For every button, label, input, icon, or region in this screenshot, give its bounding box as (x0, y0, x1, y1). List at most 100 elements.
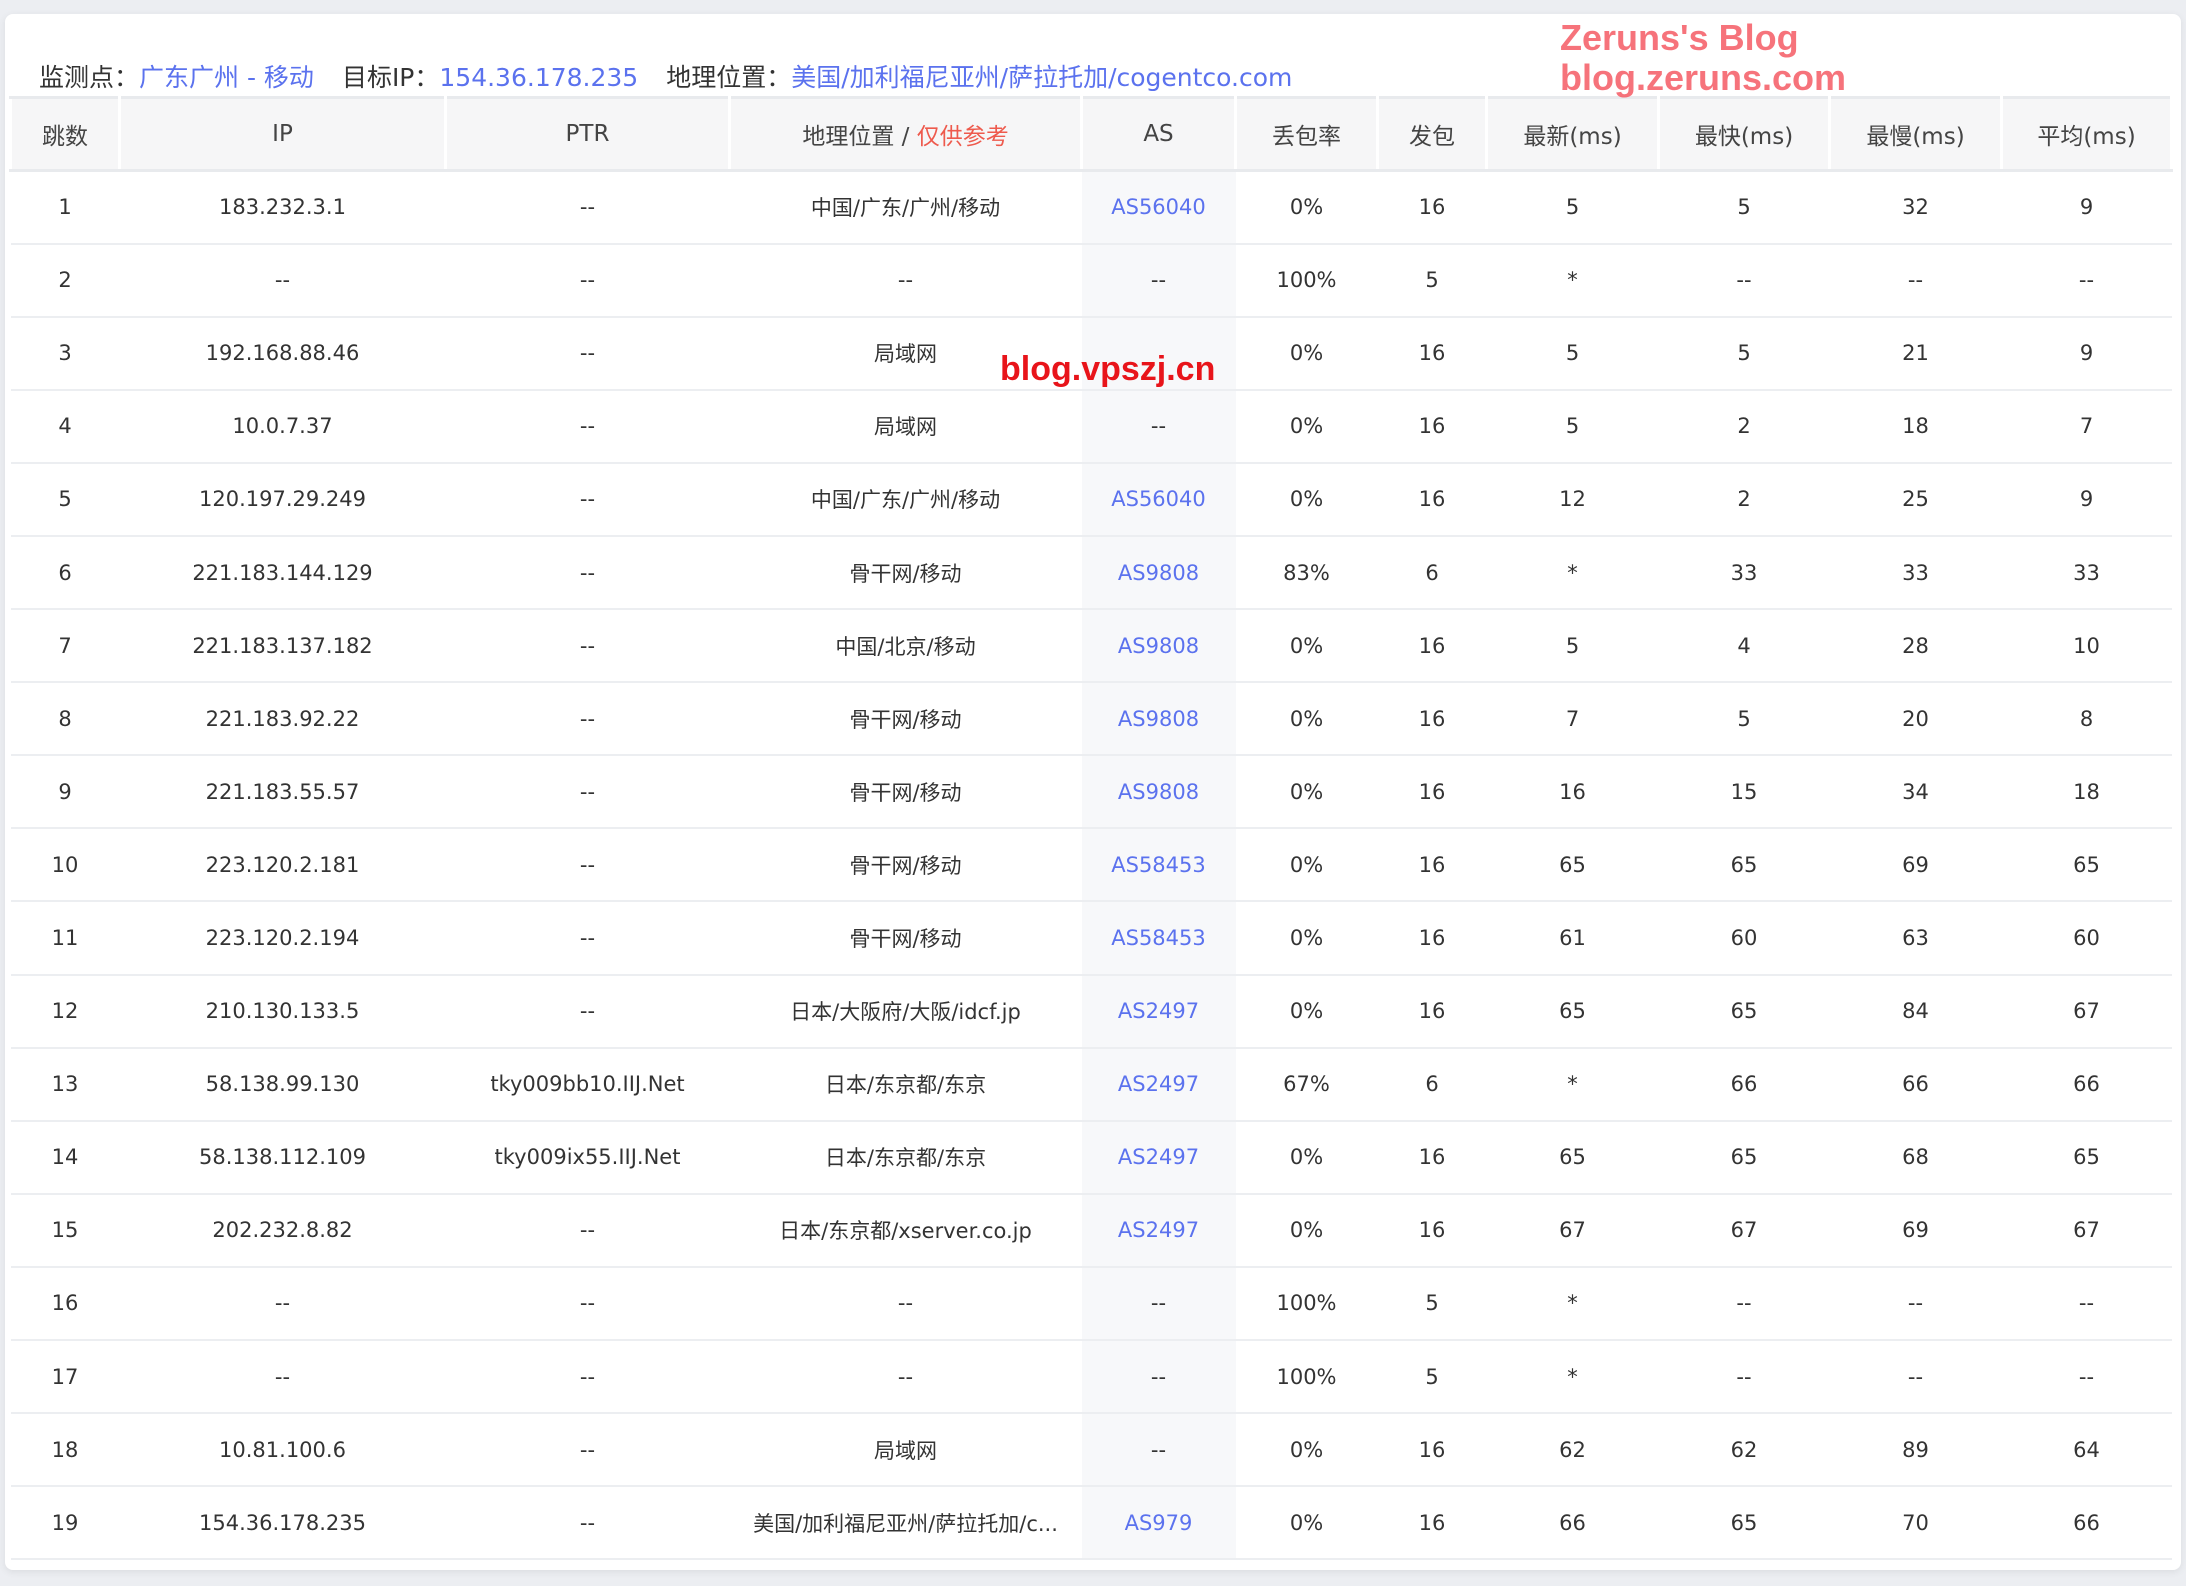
cell-hop: 7 (10, 609, 120, 684)
cell-hop: 4 (10, 389, 120, 464)
cell-avg: 8 (2001, 682, 2172, 757)
cell-as[interactable]: AS2497 (1081, 1193, 1236, 1268)
cell-geo: 骨干网/移动 (729, 828, 1082, 903)
cell-ptr: tky009bb10.IIJ.Net (445, 1047, 730, 1122)
col-worst: 最慢(ms) (1828, 96, 2003, 172)
cell-loss: 0% (1235, 316, 1378, 391)
cell-worst: 68 (1829, 1120, 2002, 1195)
cell-last: 61 (1486, 901, 1659, 976)
table-row: 8 221.183.92.22 -- 骨干网/移动 AS9808 0% 16 7 5 20 8 (10, 682, 2172, 757)
cell-geo: 中国/广东/广州/移动 (729, 462, 1082, 537)
cell-as[interactable]: AS9808 (1081, 755, 1236, 830)
cell-last: 5 (1486, 316, 1659, 391)
cell-sent: 16 (1377, 1193, 1487, 1268)
cell-ptr: -- (445, 170, 730, 245)
cell-as: -- (1081, 1413, 1236, 1488)
cell-as[interactable]: AS9808 (1081, 535, 1236, 611)
cell-avg: 66 (2001, 1486, 2172, 1561)
table-row: 18 10.81.100.6 -- 局域网 -- 0% 16 62 62 89 64 (10, 1413, 2172, 1488)
cell-geo: 美国/加利福尼亚州/萨拉托加/c... (729, 1486, 1082, 1561)
probe-value: 广东广州 - 移动 (139, 63, 314, 92)
cell-worst: -- (1829, 1266, 2002, 1342)
cell-last: * (1486, 1266, 1659, 1342)
cell-as[interactable]: AS979 (1081, 1486, 1236, 1561)
cell-last: 16 (1486, 755, 1659, 830)
table-row: 14 58.138.112.109 tky009ix55.IIJ.Net 日本/东京都… (10, 1120, 2172, 1195)
cell-ptr: -- (445, 755, 730, 830)
col-ptr: PTR (444, 96, 731, 172)
cell-best: -- (1658, 1266, 1830, 1342)
cell-loss: 0% (1235, 682, 1378, 757)
cell-best: 5 (1658, 682, 1830, 757)
cell-best: 5 (1658, 316, 1830, 391)
cell-as[interactable]: AS2497 (1081, 1047, 1236, 1122)
cell-avg: 65 (2001, 1120, 2172, 1195)
cell-as[interactable]: AS58453 (1081, 901, 1236, 976)
cell-ip: 10.81.100.6 (119, 1413, 446, 1488)
cell-sent: 5 (1377, 243, 1487, 318)
geo-header-note: 仅供参考 (916, 124, 1009, 150)
cell-hop: 6 (10, 535, 120, 611)
col-geo: 地理位置 / 仅供参考 (728, 96, 1083, 172)
cell-ip: 183.232.3.1 (119, 170, 446, 245)
cell-last: * (1486, 243, 1659, 318)
table-row: 10 223.120.2.181 -- 骨干网/移动 AS58453 0% 16 65 65 69… (10, 828, 2172, 903)
cell-worst: 63 (1829, 901, 2002, 976)
cell-avg: 67 (2001, 1193, 2172, 1268)
cell-avg: -- (2001, 1266, 2172, 1342)
table-row: 9 221.183.55.57 -- 骨干网/移动 AS9808 0% 16 16 15 34 18 (10, 755, 2172, 830)
cell-as[interactable]: AS56040 (1081, 170, 1236, 245)
cell-loss: 67% (1235, 1047, 1378, 1122)
cell-avg: 33 (2001, 535, 2172, 611)
cell-best: 2 (1658, 462, 1830, 537)
cell-best: 4 (1658, 609, 1830, 684)
cell-geo: 骨干网/移动 (729, 535, 1082, 611)
cell-ptr: -- (445, 901, 730, 976)
cell-worst: 89 (1829, 1413, 2002, 1488)
cell-last: * (1486, 1340, 1659, 1415)
cell-as[interactable]: AS2497 (1081, 1120, 1236, 1195)
table-row: 17 -- -- -- -- 100% 5 * -- -- -- (10, 1340, 2172, 1415)
cell-worst: 84 (1829, 974, 2002, 1049)
table-row: 1 183.232.3.1 -- 中国/广东/广州/移动 AS56040 0% 16 5 5 32… (10, 170, 2172, 245)
cell-ip: 58.138.99.130 (119, 1047, 446, 1122)
cell-sent: 16 (1377, 755, 1487, 830)
cell-worst: 21 (1829, 316, 2002, 391)
cell-as[interactable]: AS56040 (1081, 462, 1236, 537)
cell-avg: 64 (2001, 1413, 2172, 1488)
table-row: 5 120.197.29.249 -- 中国/广东/广州/移动 AS56040 0% 16 1… (10, 462, 2172, 537)
cell-sent: 16 (1377, 609, 1487, 684)
col-hop: 跳数 (9, 96, 121, 172)
table-row: 15 202.232.8.82 -- 日本/东京都/xserver.co.jp AS24… (10, 1193, 2172, 1268)
probe-label: 监测点： (39, 63, 140, 92)
cell-as[interactable]: AS58453 (1081, 828, 1236, 903)
cell-as[interactable]: AS9808 (1081, 609, 1236, 684)
cell-sent: 16 (1377, 828, 1487, 903)
cell-sent: 6 (1377, 1047, 1487, 1122)
cell-loss: 0% (1235, 1193, 1378, 1268)
cell-loss: 83% (1235, 535, 1378, 611)
col-best: 最快(ms) (1657, 96, 1831, 172)
cell-sent: 16 (1377, 1486, 1487, 1561)
cell-worst: 25 (1829, 462, 2002, 537)
cell-as[interactable]: AS2497 (1081, 974, 1236, 1049)
cell-as[interactable]: AS9808 (1081, 682, 1236, 757)
cell-ptr: -- (445, 1340, 730, 1415)
cell-ip: 223.120.2.194 (119, 901, 446, 976)
cell-last: 67 (1486, 1193, 1659, 1268)
cell-ip: 192.168.88.46 (119, 316, 446, 391)
cell-worst: 70 (1829, 1486, 2002, 1561)
cell-hop: 10 (10, 828, 120, 903)
cell-last: 62 (1486, 1413, 1659, 1488)
cell-avg: 67 (2001, 974, 2172, 1049)
cell-last: 65 (1486, 1120, 1659, 1195)
cell-ip: 221.183.144.129 (119, 535, 446, 611)
cell-geo: 中国/广东/广州/移动 (729, 170, 1082, 245)
cell-ptr: -- (445, 682, 730, 757)
cell-best: 65 (1658, 974, 1830, 1049)
cell-worst: -- (1829, 243, 2002, 318)
cell-best: 65 (1658, 828, 1830, 903)
cell-best: 65 (1658, 1120, 1830, 1195)
cell-as: -- (1081, 1266, 1236, 1342)
cell-hop: 12 (10, 974, 120, 1049)
